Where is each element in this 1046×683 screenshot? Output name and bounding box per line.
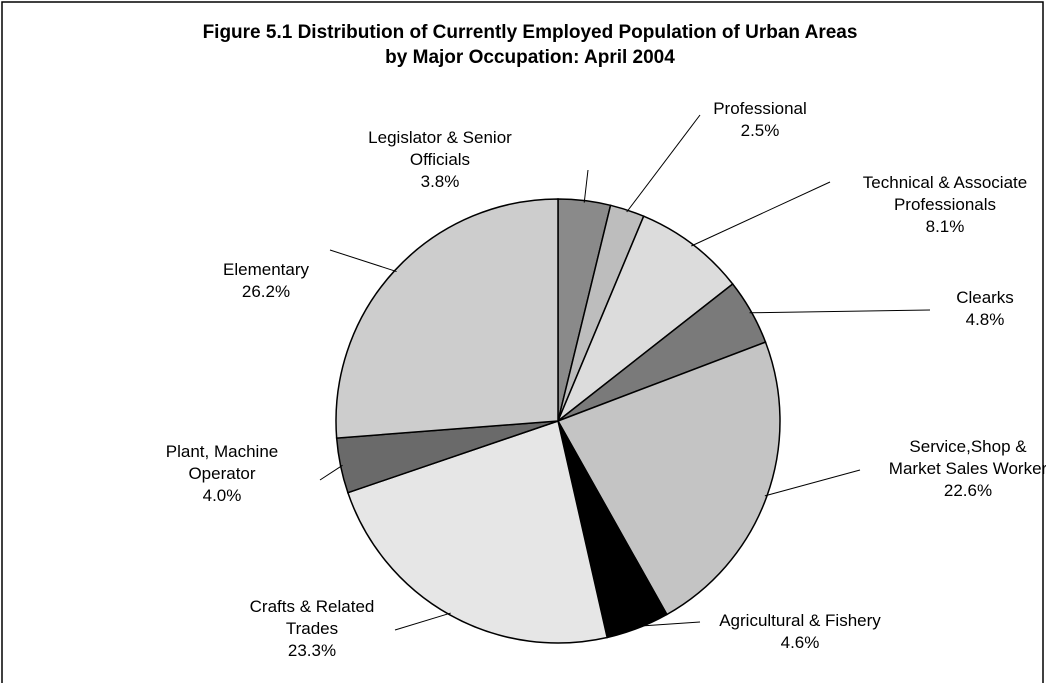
category-label: Plant, Machine Operator [165, 442, 279, 483]
category-label: Clearks [956, 288, 1014, 307]
chart-title: by Major Occupation: April 2004 [385, 47, 675, 68]
slice-label: Technical & Associate Professionals 8.1% [863, 172, 1027, 238]
chart-title: Figure 5.1 Distribution of Currently Emp… [203, 22, 858, 43]
value-label: 3.8% [420, 172, 460, 191]
value-label: 8.1% [925, 217, 965, 236]
slice-label: Professional 2.5% [713, 98, 807, 142]
value-label: 23.3% [287, 641, 337, 660]
leader-line [319, 464, 343, 481]
leader-line [583, 169, 589, 203]
category-label: Crafts & Related Trades [249, 597, 375, 638]
slice-label: Elementary 26.2% [223, 259, 309, 303]
slice-label: Crafts & Related Trades 23.3% [250, 596, 375, 662]
leader-line [394, 612, 451, 631]
value-label: 4.8% [965, 310, 1005, 329]
value-label: 4.6% [780, 633, 820, 652]
leader-line [637, 621, 701, 627]
leader-line [749, 309, 931, 314]
category-label: Professional [713, 99, 807, 118]
slice-label: Agricultural & Fishery 4.6% [719, 610, 881, 654]
value-label: 4.0% [202, 486, 242, 505]
slice-label: Service,Shop & Market Sales Worker 22.6% [889, 436, 1046, 502]
pie-slice [335, 198, 559, 439]
category-label: Elementary [223, 260, 309, 279]
pie-slice [556, 341, 781, 616]
category-label: Service,Shop & Market Sales Worker [888, 437, 1046, 478]
leader-line [764, 469, 861, 497]
pie-slice [556, 215, 734, 424]
category-label: Legislator & Senior Officials [368, 128, 512, 169]
category-label: Technical & Associate Professionals [862, 173, 1028, 214]
value-label: 22.6% [943, 481, 993, 500]
slice-label: Plant, Machine Operator 4.0% [166, 441, 278, 507]
slice-label: Legislator & Senior Officials 3.8% [368, 127, 512, 193]
leader-line [626, 114, 701, 213]
pie-slice [346, 420, 609, 644]
slice-label: Clearks 4.8% [956, 287, 1014, 331]
leader-line [691, 181, 831, 247]
leader-line [329, 249, 397, 273]
value-label: 26.2% [241, 282, 291, 301]
category-label: Agricultural & Fishery [719, 611, 881, 630]
value-label: 2.5% [740, 121, 780, 140]
